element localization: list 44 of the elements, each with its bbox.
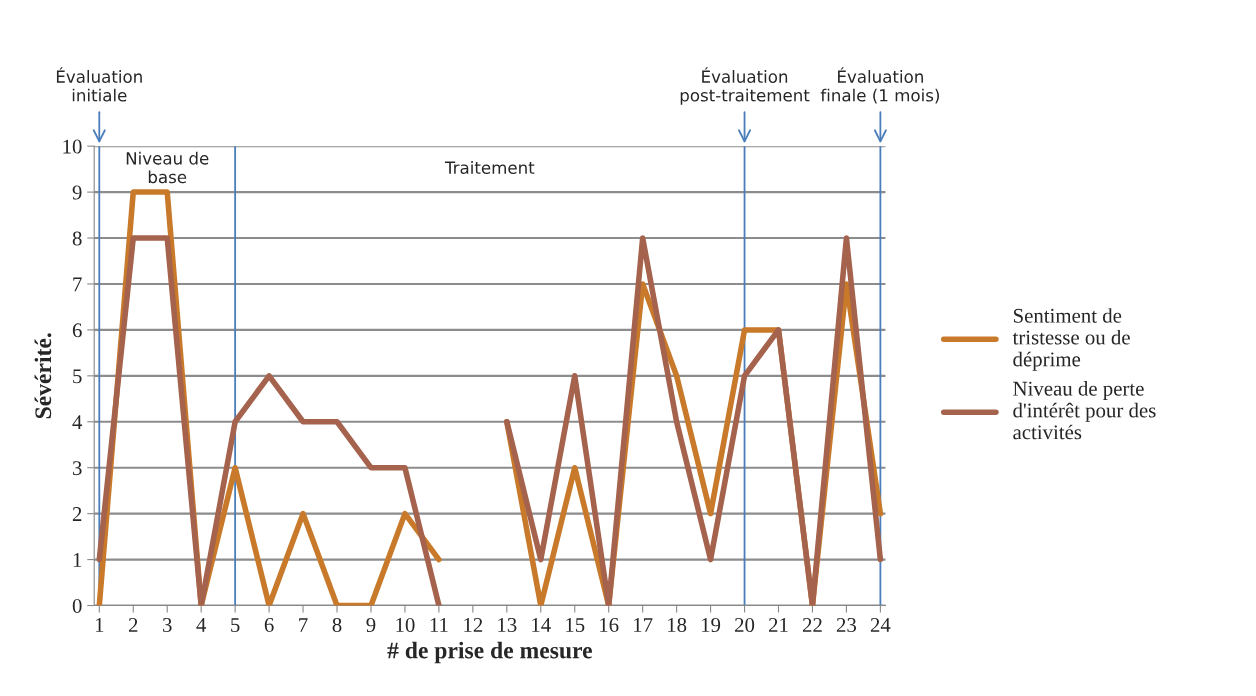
x-tick-label: 19 [702,617,721,632]
x-tick-label: 4 [196,618,207,632]
y-axis-title: Sévérité. [34,333,52,419]
x-tick-label: 12 [464,617,483,632]
y-tick-label: 4 [72,415,83,429]
y-tick-label: 5 [73,369,82,384]
legend-label: Niveau de perte d'intérêt pour des activités [1013,381,1156,440]
annotation: Niveau de base [126,151,209,184]
x-tick-label: 13 [498,617,517,632]
ref-line-label: Évaluation post-traitement [680,67,810,105]
x-tick-label: 15 [566,618,585,632]
ref-line-label: Évaluation finale (1 mois) [820,67,940,104]
y-tick-label: 2 [72,507,82,521]
x-tick-label: 20 [735,617,755,632]
y-tick-label: 6 [72,323,82,338]
y-tick-label: 10 [63,139,82,154]
x-tick-label: 22 [802,617,822,632]
x-tick-label: 10 [396,617,415,632]
y-tick-label: 9 [72,185,82,200]
y-tick-label: 8 [72,231,82,246]
x-tick-label: 2 [128,617,138,632]
x-tick-label: 5 [231,618,240,632]
x-tick-label: 7 [299,618,308,632]
y-tick-label: 0 [72,598,82,613]
legend-label: Sentiment de tristesse ou de déprime [1012,308,1130,371]
x-tick-label: 8 [332,617,342,632]
x-tick-label: 21 [769,617,788,632]
x-tick-label: 16 [600,617,619,632]
x-axis-title: # de prise de mesure [387,641,592,664]
y-tick-label: 7 [73,277,82,292]
x-tick-label: 3 [163,617,172,632]
x-tick-label: 1 [95,618,104,632]
y-tick-label: 3 [72,461,82,476]
x-tick-label: 11 [430,618,448,632]
x-tick-label: 6 [264,617,274,632]
x-tick-label: 23 [836,617,857,632]
ref-line-label: Évaluation initiale [56,67,142,102]
x-tick-label: 9 [366,617,376,632]
x-tick-label: 14 [532,618,551,632]
x-tick-label: 18 [668,617,687,632]
x-tick-label: 24 [870,617,891,632]
y-tick-label: 1 [73,553,82,567]
x-tick-label: 17 [634,618,653,632]
annotation: Traitement [444,161,535,174]
